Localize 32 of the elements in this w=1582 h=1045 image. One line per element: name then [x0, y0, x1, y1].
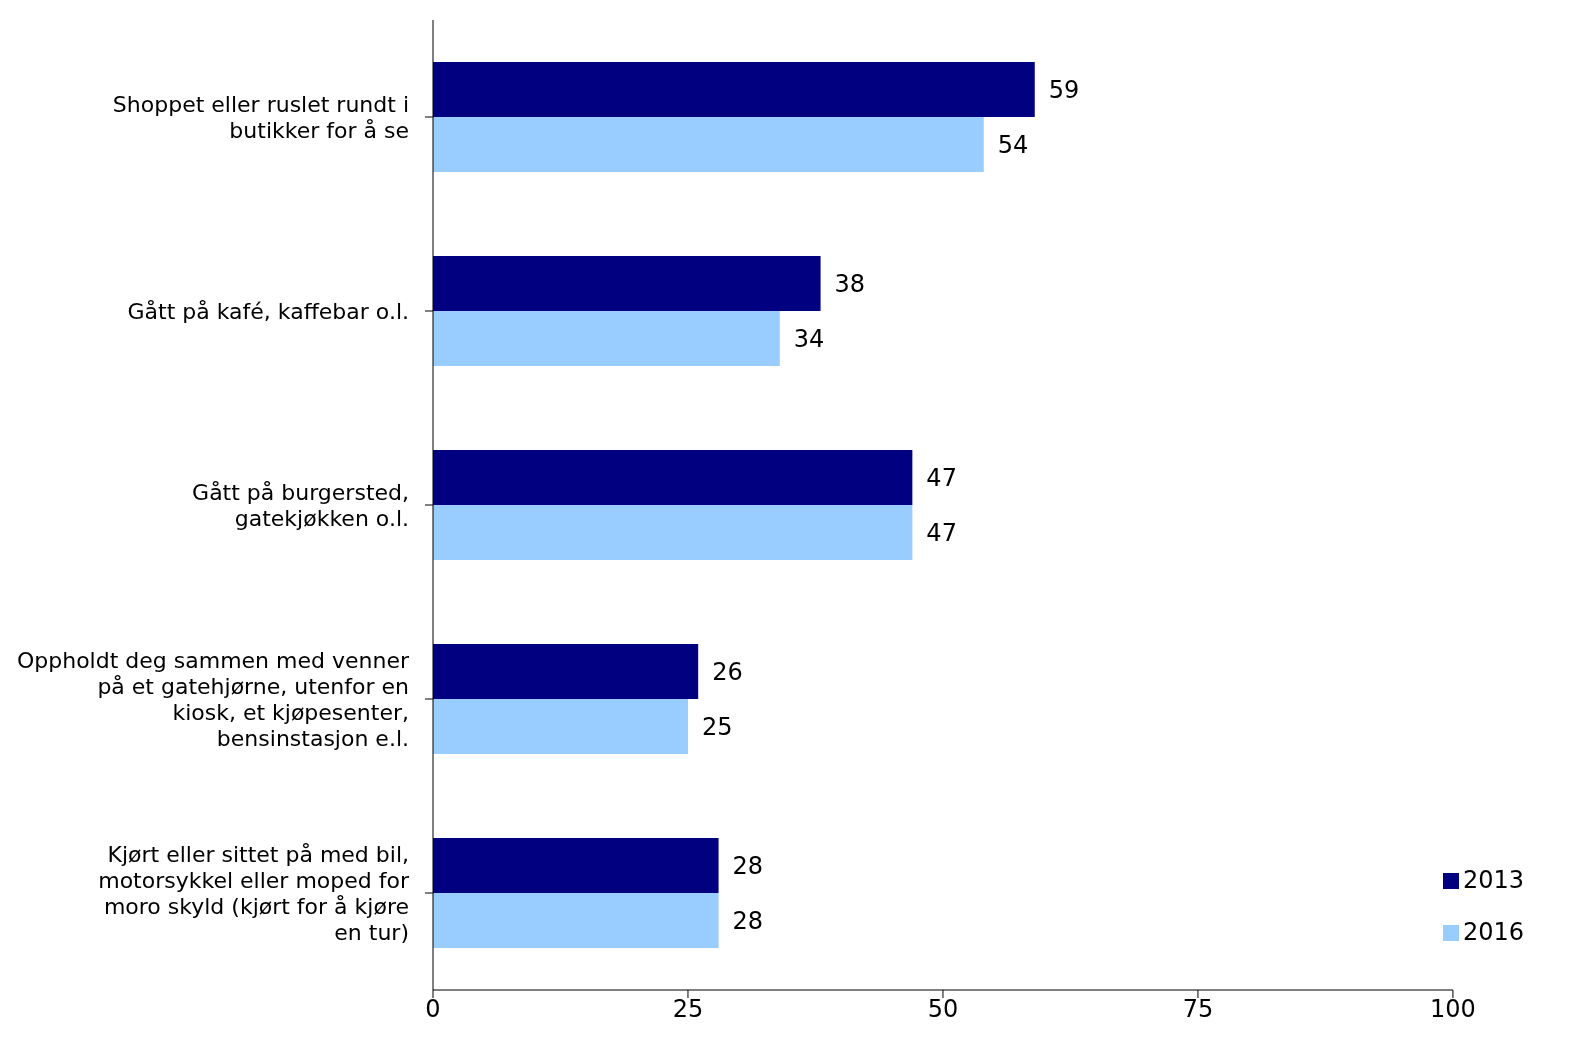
- data-label: 38: [834, 270, 866, 299]
- data-label: 26: [712, 658, 743, 687]
- x-tick-label: 0: [425, 995, 441, 1024]
- y-tick-label: Oppholdt deg sammen med venner på et gatehjørne, utenfor en kiosk, et kjøpesenter, bensinstasjon e.l.: [16, 648, 410, 751]
- y-tick-label: Kjørt eller sittet på med bil, motorsykkel eller moped for moro skyld (kjørt for å kjøre en tur): [98, 842, 410, 945]
- x-tick-label: 25: [672, 995, 704, 1024]
- data-label: 54: [997, 131, 1029, 160]
- data-label: 59: [1048, 76, 1080, 105]
- x-tick-label: 100: [1430, 995, 1476, 1024]
- legend-label: 2016: [1462, 918, 1524, 946]
- bar: [433, 450, 913, 505]
- data-label: 28: [732, 907, 764, 936]
- y-tick-label: Gått på burgersted, gatekjøkken o.l.: [192, 480, 409, 531]
- data-label: 25: [701, 713, 733, 742]
- bar: [433, 62, 1035, 117]
- x-tick-label: 75: [1182, 995, 1214, 1024]
- bar: [433, 838, 719, 893]
- data-label: 28: [732, 852, 764, 881]
- data-label: 47: [926, 519, 957, 548]
- bar: [433, 893, 719, 948]
- y-tick-label: Gått på kafé, kaffebar o.l.: [127, 299, 409, 324]
- bar: [433, 644, 699, 699]
- bar: [433, 311, 780, 366]
- bar: [433, 256, 821, 311]
- bar: [433, 699, 688, 754]
- data-label: 47: [926, 464, 957, 493]
- bar: [433, 505, 913, 560]
- bar: [433, 117, 984, 172]
- legend-label: 2013: [1462, 866, 1524, 894]
- data-label: 34: [793, 325, 825, 354]
- y-tick-label: Shoppet eller ruslet rundt i butikker for å se: [112, 92, 409, 143]
- x-tick-label: 50: [927, 995, 959, 1024]
